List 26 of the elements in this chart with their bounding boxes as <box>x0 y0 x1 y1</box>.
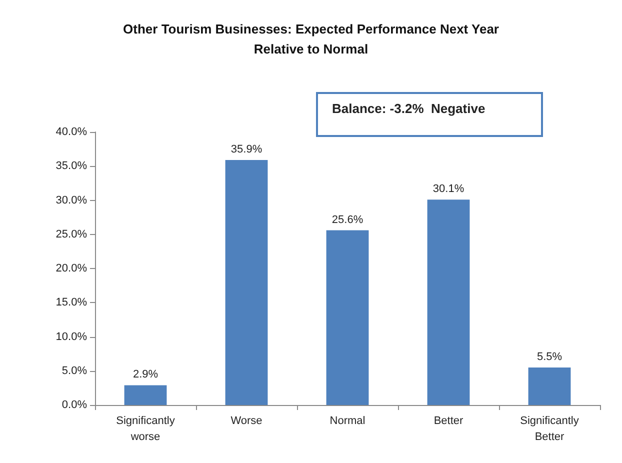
data-label: 30.1% <box>432 183 464 196</box>
bar <box>528 367 571 405</box>
data-label: 25.6% <box>332 214 364 226</box>
x-tick-label: Better <box>434 415 464 427</box>
bar <box>326 230 369 405</box>
bar <box>427 200 470 405</box>
x-tick-label: Worse <box>230 415 262 427</box>
text: Balance: -3.2% Negative <box>332 101 486 116</box>
y-tick-label: 35.0% <box>56 160 88 172</box>
y-tick-label: 20.0% <box>56 262 88 274</box>
x-tick-label: Normal <box>330 415 366 427</box>
data-label: 5.5% <box>536 350 562 363</box>
y-tick-label: 25.0% <box>56 228 88 240</box>
x-tick-label: Significantly worse <box>116 415 176 443</box>
y-tick-label: 0.0% <box>62 399 88 411</box>
y-tick-label: 10.0% <box>56 330 88 343</box>
y-tick-label: 5.0% <box>62 364 88 377</box>
x-tick-label: Significantly Better <box>520 415 580 443</box>
data-label: 35.9% <box>230 143 262 156</box>
y-tick-label: 30.0% <box>56 194 88 206</box>
bar <box>124 385 167 405</box>
chart-title: Other Tourism Businesses: Expected Performance Next Year Relative to Normal <box>123 22 499 56</box>
bar <box>225 160 268 405</box>
data-label: 2.9% <box>132 368 158 381</box>
y-tick-label: 15.0% <box>56 296 88 309</box>
y-tick-label: 40.0% <box>56 126 88 138</box>
